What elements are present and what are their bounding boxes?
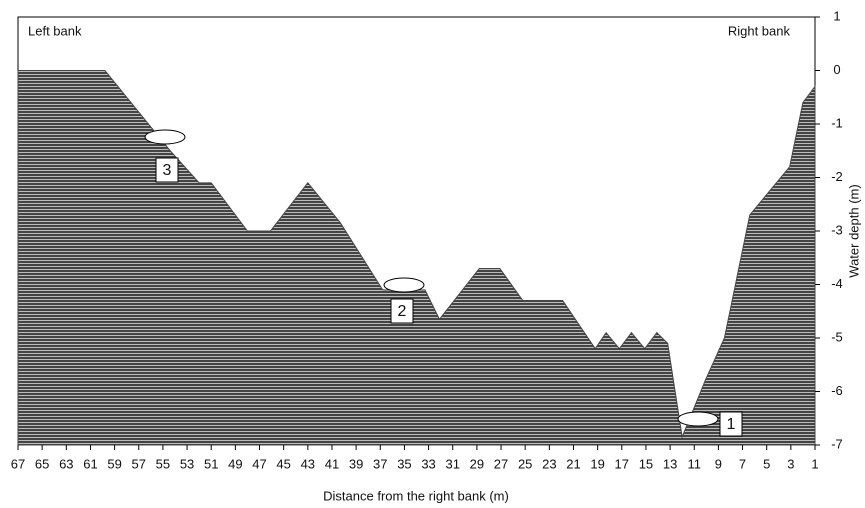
annotation: 3: [163, 162, 172, 179]
x-tick-label: 59: [107, 456, 121, 471]
y-axis-label: Water depth (m): [846, 184, 861, 277]
x-tick-label: 21: [566, 456, 580, 471]
x-tick-label: 65: [35, 456, 49, 471]
x-tick-label: 47: [252, 456, 266, 471]
x-tick-label: 55: [156, 456, 170, 471]
marker-ellipse: [677, 411, 719, 427]
annotation-box: [155, 157, 179, 183]
annotation: 2: [398, 303, 407, 320]
y-tick-label: -5: [831, 329, 843, 344]
y-tick-label: -4: [831, 276, 843, 291]
x-tick-label: 31: [445, 456, 459, 471]
annotation: 1: [727, 416, 736, 433]
x-tick-label: 41: [325, 456, 339, 471]
y-tick-label: 1: [833, 8, 840, 23]
x-tick-label: 27: [494, 456, 508, 471]
x-tick-label: 37: [373, 456, 387, 471]
x-tick-label: 13: [663, 456, 677, 471]
y-tick-label: 0: [833, 62, 840, 77]
marker-ellipse: [144, 129, 186, 145]
annotation-box: [719, 411, 743, 437]
y-tick-label: -1: [831, 115, 843, 130]
x-tick-label: 35: [397, 456, 411, 471]
y-tick-label: -2: [831, 169, 843, 184]
x-tick-label: 29: [470, 456, 484, 471]
x-axis-label: Distance from the right bank (m): [323, 488, 509, 503]
x-tick-label: 67: [11, 456, 25, 471]
x-tick-label: 11: [687, 456, 701, 471]
left-bank-label: Left bank: [28, 23, 82, 38]
area: [17, 70, 816, 446]
x-tick-label: 3: [787, 456, 794, 471]
x-tick-label: 7: [739, 456, 746, 471]
y-tick-label: -6: [831, 383, 843, 398]
x-tick-label: 9: [715, 456, 722, 471]
x-tick-label: 23: [542, 456, 556, 471]
x-tick-label: 19: [590, 456, 604, 471]
x-tick-label: 51: [204, 456, 218, 471]
x-tick-label: 61: [83, 456, 97, 471]
annotation-box: [390, 298, 414, 324]
x-tick-label: 17: [615, 456, 629, 471]
x-tick-label: 43: [301, 456, 315, 471]
x-tick-label: 15: [639, 456, 653, 471]
x-tick-label: 57: [132, 456, 146, 471]
y-tick-label: -7: [831, 436, 843, 451]
x-tick-label: 1: [811, 456, 818, 471]
x-tick-label: 39: [349, 456, 363, 471]
x-tick-label: 33: [421, 456, 435, 471]
right-bank-label: Right bank: [728, 23, 791, 38]
x-tick-label: 25: [518, 456, 532, 471]
x-tick-label: 49: [228, 456, 242, 471]
x-tick-label: 53: [180, 456, 194, 471]
x-tick-label: 45: [276, 456, 290, 471]
x-tick-label: 63: [59, 456, 73, 471]
marker-ellipse: [383, 277, 425, 293]
x-tick-label: 5: [763, 456, 770, 471]
y-tick-label: -3: [831, 222, 843, 237]
